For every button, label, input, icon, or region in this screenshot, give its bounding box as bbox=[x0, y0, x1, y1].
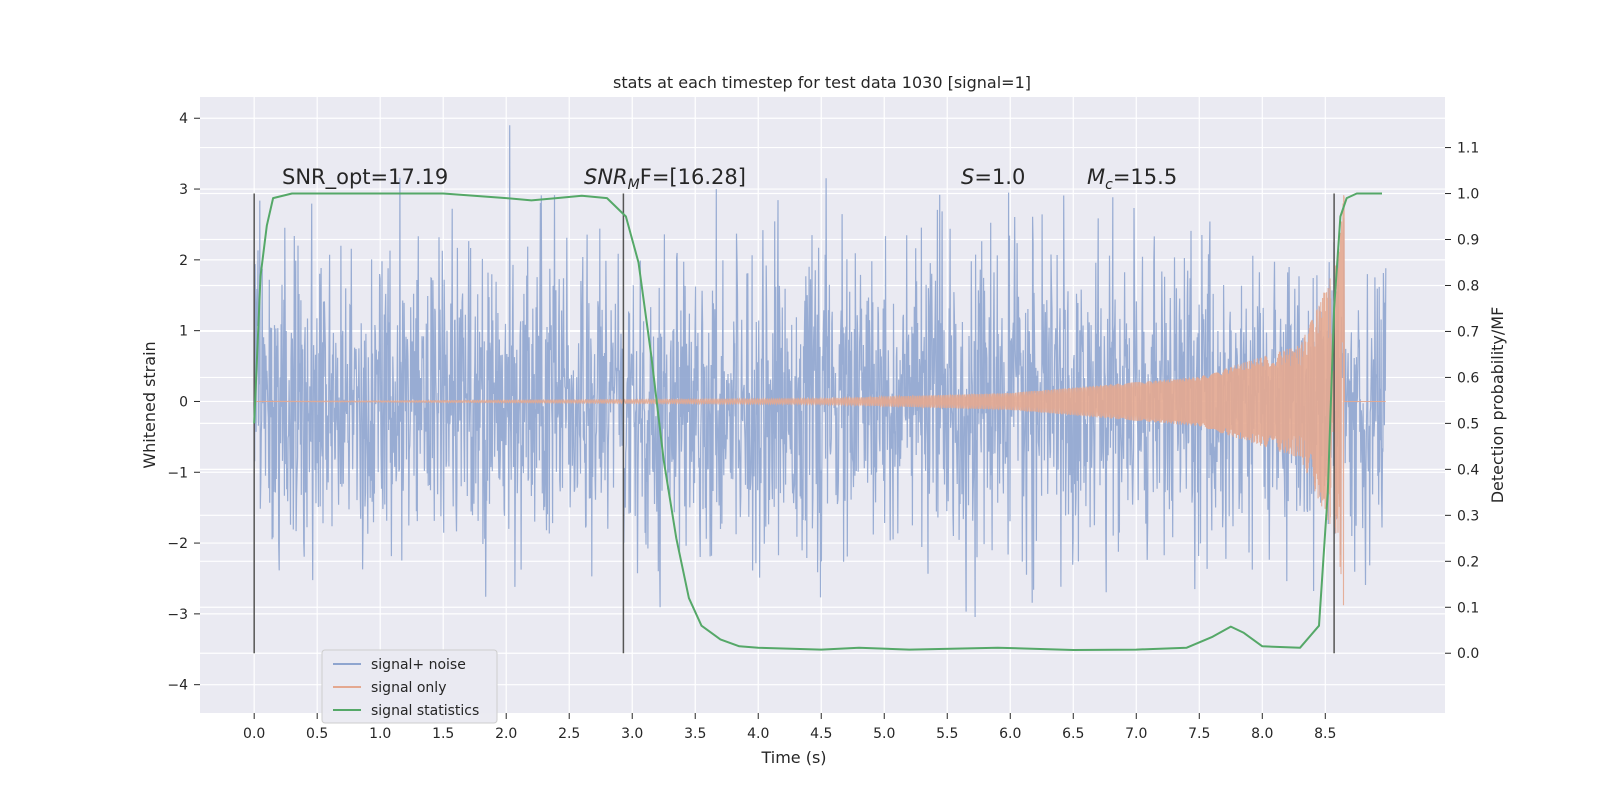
series-signal-only bbox=[254, 195, 1386, 606]
x-tick-label: 3.0 bbox=[621, 726, 643, 742]
legend: signal+ noise signal only signal statist… bbox=[321, 649, 498, 724]
x-tick-label: 5.5 bbox=[936, 726, 958, 742]
y-tick-label: −4 bbox=[167, 678, 188, 694]
annotation-snr-mf-prefix: SNR bbox=[584, 165, 628, 189]
x-tick-label: 4.5 bbox=[810, 726, 832, 742]
x-axis-label: Time (s) bbox=[760, 748, 826, 767]
annotation-mc-sub: c bbox=[1105, 177, 1113, 193]
y-tick-label: −3 bbox=[167, 607, 188, 623]
statistics-line bbox=[253, 192, 1382, 651]
x-tick-label: 6.5 bbox=[1062, 726, 1084, 742]
annotation-snr-opt: SNR_opt=17.19 bbox=[282, 165, 448, 190]
x-tick-label: 0.0 bbox=[243, 726, 265, 742]
legend-box bbox=[321, 649, 498, 724]
legend-label-signal-statistics: signal statistics bbox=[371, 703, 479, 719]
x-tick-label: 8.0 bbox=[1251, 726, 1273, 742]
annotations: SNR_opt=17.19 SNRMF=[16.28] S=1.0 Mc=15.… bbox=[282, 165, 1177, 193]
x-tick-label: 6.0 bbox=[999, 726, 1021, 742]
x-tick-label: 4.0 bbox=[747, 726, 769, 742]
y-tick-label: 1 bbox=[179, 324, 188, 340]
x-tick-label: 7.5 bbox=[1188, 726, 1210, 742]
x-tick-label: 8.5 bbox=[1314, 726, 1336, 742]
y2-tick-label: 0.5 bbox=[1457, 416, 1479, 432]
y2-tick-label: 0.0 bbox=[1457, 646, 1479, 662]
x-tick-label: 1.5 bbox=[432, 726, 454, 742]
x-tick-label: 7.0 bbox=[1125, 726, 1147, 742]
y2-tick-label: 0.8 bbox=[1457, 278, 1479, 294]
y2-tick-label: 1.1 bbox=[1457, 141, 1479, 157]
y-axis-label: Whitened strain bbox=[140, 341, 159, 468]
y2-tick-label: 0.7 bbox=[1457, 324, 1479, 340]
y2-axis-label: Detection probability/MF bbox=[1488, 307, 1507, 504]
y2-tick-label: 1.0 bbox=[1457, 187, 1479, 203]
x-tick-label: 2.5 bbox=[558, 726, 580, 742]
x-tick-label: 2.0 bbox=[495, 726, 517, 742]
annotation-snr-mf-sub: M bbox=[628, 177, 640, 193]
y2-tick-label: 0.6 bbox=[1457, 370, 1479, 386]
y-tick-label: 2 bbox=[179, 253, 188, 269]
y2-tick-label: 0.2 bbox=[1457, 554, 1479, 570]
y2-tick-label: 0.4 bbox=[1457, 462, 1479, 478]
chirp-line bbox=[254, 195, 1386, 606]
annotation-snr-mf: SNRMF=[16.28] bbox=[584, 165, 746, 193]
y2-tick-label: 0.1 bbox=[1457, 600, 1479, 616]
y-tick-label: −1 bbox=[167, 465, 188, 481]
x-tick-label: 3.5 bbox=[684, 726, 706, 742]
axis-ticks: 0.0 0.5 1.0 1.5 2.0 2.5 3.0 3.5 4.0 4.5 5.0 5.5 6.0 6… bbox=[167, 111, 1479, 742]
legend-label-signal-only: signal only bbox=[371, 680, 446, 696]
y-tick-label: 4 bbox=[179, 111, 188, 127]
x-tick-label: 5.0 bbox=[873, 726, 895, 742]
y2-tick-label: 0.3 bbox=[1457, 508, 1479, 524]
x-tick-label: 0.5 bbox=[306, 726, 328, 742]
series-signal-statistics bbox=[253, 192, 1382, 651]
y2-tick-label: 0.9 bbox=[1457, 233, 1479, 249]
y-tick-label: −2 bbox=[167, 536, 188, 552]
annotation-s: S=1.0 bbox=[961, 165, 1025, 189]
annotation-mc-suffix: =15.5 bbox=[1113, 165, 1177, 189]
annotation-snr-mf-suffix: F=[16.28] bbox=[640, 165, 746, 189]
annotation-mc-prefix: M bbox=[1087, 165, 1105, 189]
series-signal-plus-noise bbox=[253, 125, 1387, 618]
annotation-s-suffix: =1.0 bbox=[974, 165, 1025, 189]
x-tick-label: 1.0 bbox=[369, 726, 391, 742]
annotation-mc: Mc=15.5 bbox=[1087, 165, 1177, 193]
noise-line bbox=[253, 125, 1387, 618]
y-tick-label: 0 bbox=[179, 394, 188, 410]
annotation-s-prefix: S bbox=[961, 165, 974, 189]
chart-title: stats at each timestep for test data 103… bbox=[613, 73, 1031, 92]
legend-label-signal-plus-noise: signal+ noise bbox=[371, 657, 466, 673]
y-tick-label: 3 bbox=[179, 182, 188, 198]
